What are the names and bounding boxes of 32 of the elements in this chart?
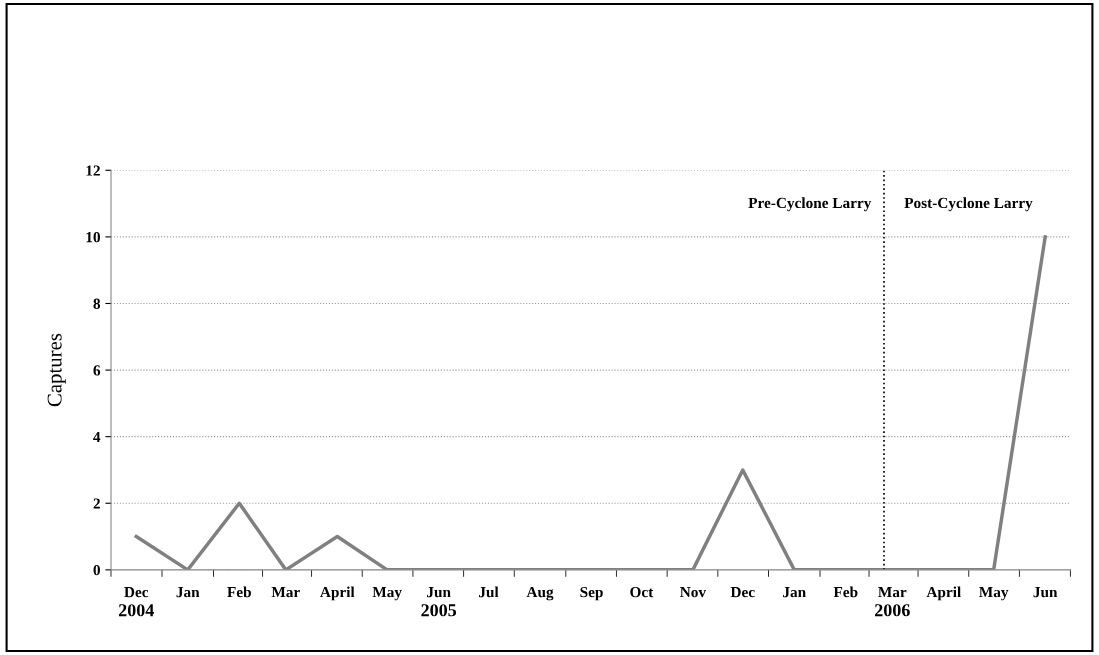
- y-tick-label: 4: [93, 431, 101, 442]
- x-tick-label: Mar: [878, 587, 907, 598]
- y-tick-label: 2: [93, 498, 100, 509]
- x-tick-label: Oct: [630, 587, 654, 598]
- x-tick-label: Jun: [427, 587, 451, 598]
- x-tick-label: Dec: [730, 587, 755, 598]
- text: 2006: [875, 604, 910, 617]
- x-tick-label: Nov: [680, 587, 707, 598]
- y-tick-label: 10: [86, 232, 100, 243]
- annotation: Pre-Cyclone Larry: [748, 197, 872, 212]
- text: 2004: [118, 604, 154, 617]
- x-tick-label: May: [372, 587, 402, 601]
- x-tick-label: Jul: [479, 586, 499, 598]
- y-tick-label: 8: [93, 298, 101, 309]
- annotation: Post-Cyclone Larry: [904, 197, 1033, 212]
- text: 2005: [421, 604, 457, 617]
- y-axis-title: Captures: [47, 333, 66, 407]
- x-tick-label: Feb: [227, 586, 251, 598]
- x-tick-label: May: [979, 587, 1009, 601]
- x-tick-label: Jan: [783, 587, 806, 598]
- x-tick-label: April: [926, 586, 961, 601]
- x-tick-label: Sep: [580, 587, 603, 601]
- x-tick-label: April: [320, 586, 355, 601]
- x-tick-label: Jan: [176, 587, 200, 598]
- x-tick-label: Aug: [526, 586, 554, 601]
- x-tick-label: Jun: [1033, 587, 1058, 598]
- y-tick-label: 6: [93, 365, 101, 376]
- x-tick-label: Dec: [124, 587, 149, 598]
- y-tick-label: 12: [86, 165, 100, 176]
- y-tick-label: 0: [93, 564, 100, 576]
- x-tick-label: Mar: [271, 587, 300, 598]
- x-tick-label: Feb: [833, 586, 858, 598]
